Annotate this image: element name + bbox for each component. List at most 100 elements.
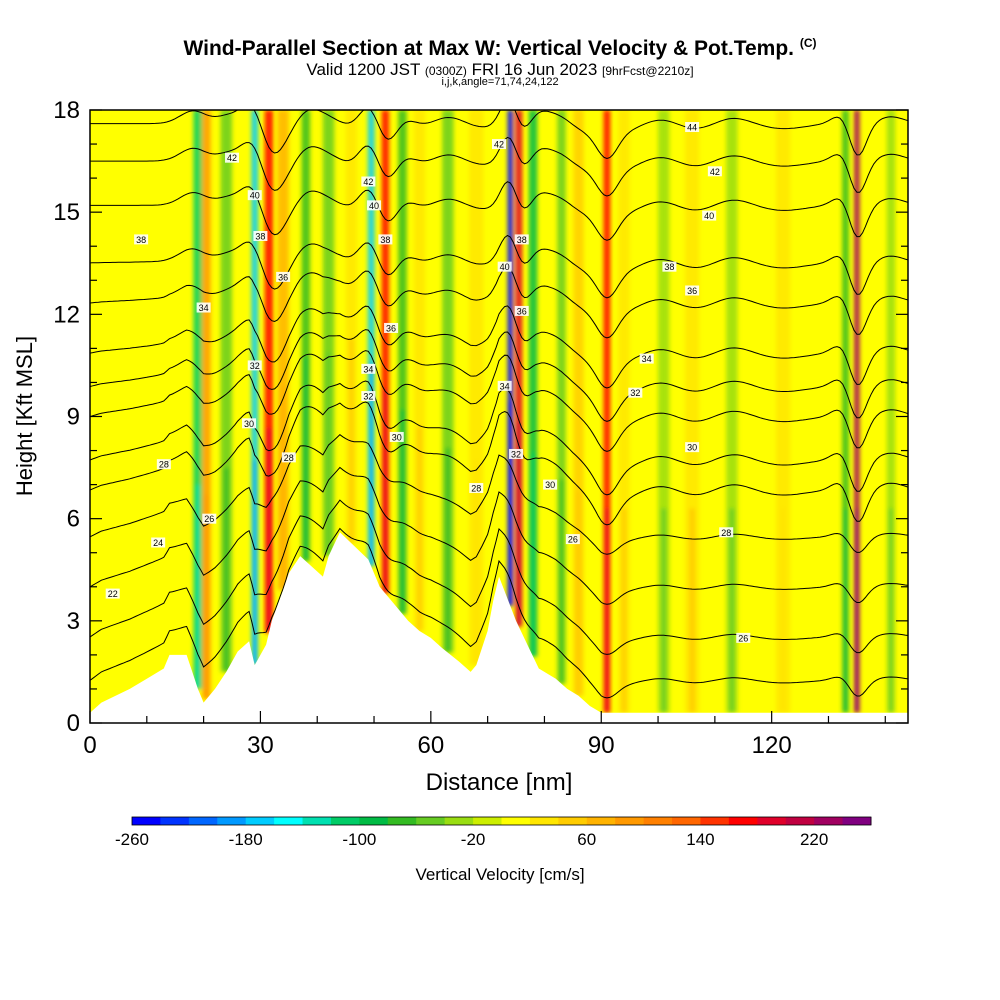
colorbar-swatch <box>728 817 758 825</box>
colorbar-swatch <box>586 817 616 825</box>
velocity-streak <box>573 110 584 696</box>
contour-label-text: 34 <box>199 303 209 313</box>
grid-indices: i,j,k,angle=71,74,24,122 <box>441 76 559 88</box>
isentrope-line <box>90 499 908 655</box>
velocity-streak <box>193 110 203 689</box>
velocity-streak <box>842 110 849 713</box>
isentrope-line <box>90 434 908 555</box>
contour-label-text: 32 <box>250 361 260 371</box>
contour-label-text: 28 <box>284 453 294 463</box>
velocity-core <box>196 484 200 689</box>
y-tick-label: 12 <box>53 301 80 328</box>
contour-label-text: 40 <box>500 262 510 272</box>
isentrope-line <box>90 234 908 299</box>
contour-label-text: 26 <box>204 514 214 524</box>
contour-label-text: 38 <box>517 235 527 245</box>
isentrope-line <box>90 350 908 452</box>
contour-label-text: 40 <box>250 191 260 201</box>
contour-label: 36 <box>685 285 700 296</box>
contour-label-text: 38 <box>380 235 390 245</box>
velocity-core <box>855 508 859 713</box>
contour-label: 40 <box>497 261 512 272</box>
velocity-streak <box>528 110 538 657</box>
isentrope-line <box>90 305 908 389</box>
colorbar-tick-label: -100 <box>342 830 376 849</box>
contour-label-text: 36 <box>386 323 396 333</box>
velocity-streak <box>413 110 426 632</box>
isentrope-line <box>90 380 908 496</box>
contour-label-text: 36 <box>687 286 697 296</box>
contour-label-text: 32 <box>363 392 373 402</box>
x-tick-label: 120 <box>752 732 792 759</box>
colorbar-swatch <box>416 817 446 825</box>
velocity-core <box>383 389 387 594</box>
contour-label: 30 <box>543 479 558 490</box>
velocity-core <box>224 467 229 672</box>
colorbar: -260 -180 -100 -20 60 140 220 <box>115 816 872 849</box>
y-tick-label: 9 <box>67 404 80 431</box>
velocity-streak <box>469 110 484 666</box>
valid-prefix: Valid 1200 JST <box>306 60 421 79</box>
contour-label-text: 30 <box>687 443 697 453</box>
isentrope-line <box>90 401 908 526</box>
contour-label: 28 <box>281 452 296 463</box>
contour-label-text: 30 <box>545 480 555 490</box>
contour-label-text: 34 <box>500 381 510 391</box>
potential-temperature-contours <box>90 110 908 699</box>
contour-label: 38 <box>378 234 393 245</box>
colorbar-swatch <box>387 817 417 825</box>
contour-label-text: 42 <box>363 177 373 187</box>
contour-label-text: 34 <box>642 354 652 364</box>
velocity-streak <box>220 110 233 672</box>
velocity-core <box>280 385 286 591</box>
colorbar-tick-label: 220 <box>800 830 828 849</box>
x-tick-label: 30 <box>247 732 274 759</box>
isentrope-line <box>90 466 908 605</box>
colorbar-swatch <box>132 817 161 825</box>
contour-label-text: 28 <box>471 484 481 494</box>
contour-label: 38 <box>514 234 529 245</box>
contour-label: 32 <box>247 360 262 371</box>
contour-label-text: 42 <box>710 167 720 177</box>
isentrope-line <box>90 266 908 339</box>
contour-label: 28 <box>469 483 484 494</box>
contour-label-text: 30 <box>244 419 254 429</box>
contour-label: 32 <box>361 391 376 402</box>
contour-label-text: 44 <box>687 123 697 133</box>
velocity-streak <box>658 110 670 713</box>
chart-title: Wind-Parallel Section at Max W: Vertical… <box>0 36 1000 61</box>
velocity-core <box>844 508 847 713</box>
plot-area: 22 24 26 28 30 28 32 34 36 38 40 42 38 42 40 38 36 34 32 30… <box>90 110 908 723</box>
valid-utc: (0300Z) <box>424 64 467 78</box>
contour-label-text: 24 <box>153 538 163 548</box>
colorbar-swatch <box>160 817 190 825</box>
colorbar-swatch <box>473 817 502 825</box>
velocity-streak <box>886 110 896 713</box>
velocity-core <box>517 422 521 627</box>
velocity-core <box>661 508 667 713</box>
contour-label: 30 <box>685 442 700 453</box>
isentrope-line <box>90 527 908 699</box>
colorbar-swatch <box>188 817 218 825</box>
colorbar-swatch <box>302 817 332 825</box>
x-tick-label: 0 <box>83 732 96 759</box>
contour-label: 42 <box>361 176 376 187</box>
colorbar-swatch <box>529 817 559 825</box>
colorbar-swatch <box>501 817 531 825</box>
velocity-core <box>304 356 308 562</box>
contour-label: 34 <box>497 380 512 391</box>
contour-label: 42 <box>225 152 240 163</box>
contour-label: 34 <box>361 363 376 374</box>
colorbar-tick-label: 140 <box>686 830 714 849</box>
y-axis-label: Height [Kft MSL] <box>12 336 37 496</box>
contour-label: 42 <box>707 166 722 177</box>
contour-label: 44 <box>685 122 700 133</box>
contour-label: 38 <box>253 231 268 242</box>
contour-label: 42 <box>492 139 506 150</box>
contour-label-text: 42 <box>227 153 237 163</box>
contour-label-text: 26 <box>568 535 578 545</box>
colorbar-tick-label: -260 <box>115 830 149 849</box>
colorbar-swatch <box>757 817 787 825</box>
forecast-label: [9hrFcst@2210z] <box>602 64 694 78</box>
